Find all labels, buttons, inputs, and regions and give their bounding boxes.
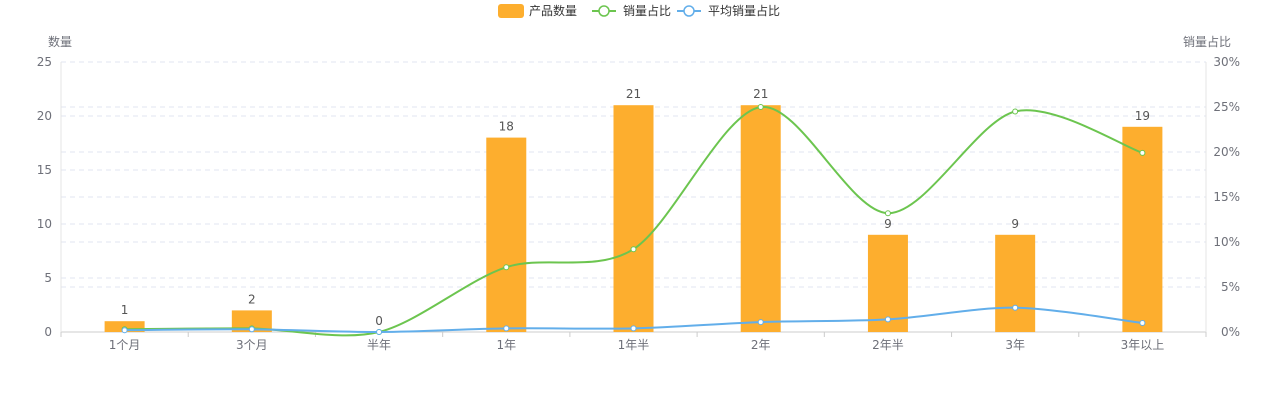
bar-value-label: 1 — [121, 303, 129, 317]
line-point[interactable] — [630, 325, 637, 332]
bar-value-label: 21 — [626, 87, 641, 101]
legend-item[interactable]: 产品数量 — [498, 3, 577, 18]
x-tick-label: 3年以上 — [1121, 338, 1165, 352]
right-tick-label: 20% — [1213, 145, 1240, 159]
bar[interactable] — [740, 105, 781, 332]
bar-value-label: 2 — [248, 292, 256, 306]
right-tick-label: 15% — [1213, 190, 1240, 204]
bar-value-label: 21 — [753, 87, 768, 101]
legend-swatch — [498, 4, 524, 18]
x-tick-label: 3年 — [1005, 338, 1025, 352]
line-point[interactable] — [1139, 149, 1146, 156]
line-point[interactable] — [503, 264, 510, 271]
right-axis-title: 销量占比 — [1183, 34, 1231, 49]
legend-marker — [683, 5, 695, 17]
x-tick-label: 1年 — [496, 338, 516, 352]
bar-value-label: 9 — [884, 217, 892, 231]
line-point[interactable] — [884, 210, 891, 217]
line-series[interactable] — [121, 104, 1146, 337]
x-tick-label: 半年 — [367, 338, 391, 352]
line-point[interactable] — [1139, 320, 1146, 326]
legend-label: 销量占比 — [623, 3, 671, 18]
bar[interactable] — [231, 310, 272, 332]
line-point[interactable] — [1012, 108, 1019, 115]
line-point[interactable] — [1012, 304, 1019, 311]
bar-value-label: 0 — [375, 314, 383, 328]
right-tick-label: 10% — [1213, 235, 1240, 249]
legend-item[interactable]: 平均销量占比 — [677, 3, 780, 18]
bar[interactable] — [613, 105, 654, 332]
legend-label: 平均销量占比 — [708, 3, 780, 18]
left-axis-title: 数量 — [48, 34, 72, 49]
line-point[interactable] — [884, 316, 891, 323]
bar[interactable] — [995, 234, 1036, 332]
line-point[interactable] — [503, 325, 510, 332]
bar[interactable] — [1122, 126, 1163, 332]
right-tick-label: 30% — [1213, 55, 1240, 69]
line-point[interactable] — [757, 319, 764, 326]
legend[interactable]: 产品数量 销量占比 平均销量占比 — [498, 3, 780, 18]
x-tick-label: 1年半 — [618, 338, 650, 352]
right-tick-label: 25% — [1213, 100, 1240, 114]
left-tick-label: 25 — [37, 55, 52, 69]
data-labels: 1 2 0 18 21 21 9 9 19 — [121, 87, 1150, 328]
legend-marker — [598, 5, 610, 17]
x-tick-label: 2年半 — [872, 338, 904, 352]
axes: 1个月 3个月 半年 1年 1年半 2年 2年半 3年 3年以上05101520250%5%10… — [37, 55, 1240, 352]
bar-value-label: 19 — [1135, 109, 1150, 123]
x-tick-label: 2年 — [751, 338, 771, 352]
right-tick-label: 0% — [1221, 325, 1240, 339]
line-point[interactable] — [757, 104, 764, 110]
legend-label: 产品数量 — [529, 3, 577, 18]
x-tick-label: 3个月 — [236, 338, 268, 352]
line-point[interactable] — [248, 326, 255, 333]
line-path[interactable] — [124, 105, 1143, 337]
bar[interactable] — [486, 137, 527, 332]
left-tick-label: 5 — [44, 271, 52, 285]
left-tick-label: 15 — [37, 163, 52, 177]
x-tick-label: 1个月 — [109, 338, 141, 352]
bar-series[interactable] — [104, 105, 1163, 332]
line-point[interactable] — [630, 246, 637, 253]
line-point[interactable] — [376, 329, 383, 335]
left-tick-label: 0 — [44, 325, 52, 339]
bar-value-label: 18 — [499, 120, 514, 134]
legend-item[interactable]: 销量占比 — [592, 3, 671, 18]
bar[interactable] — [867, 234, 908, 332]
left-tick-label: 10 — [37, 217, 52, 231]
line-point[interactable] — [121, 327, 128, 334]
left-tick-label: 20 — [37, 109, 52, 123]
right-tick-label: 5% — [1221, 280, 1240, 294]
bar-value-label: 9 — [1011, 217, 1019, 231]
